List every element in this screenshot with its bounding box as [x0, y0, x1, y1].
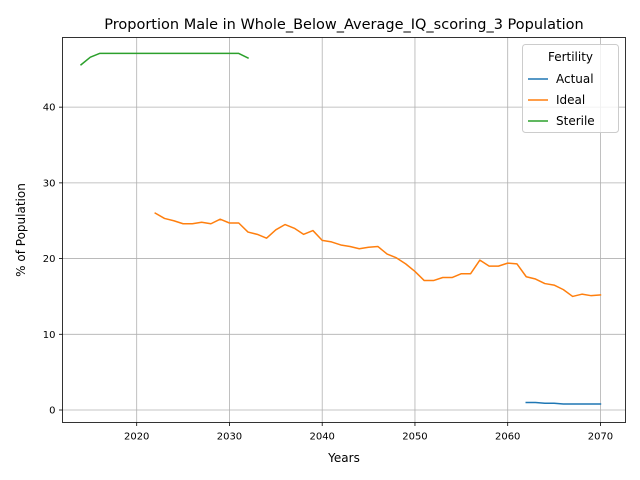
legend-label-actual: Actual: [556, 72, 594, 86]
series-line-sterile: [79, 52, 250, 66]
x-tick-label: 2020: [124, 432, 149, 443]
x-tick-label: 2040: [309, 432, 334, 443]
x-tick-label: 2050: [402, 432, 427, 443]
series-line-actual: [525, 401, 602, 405]
chart-title: Proportion Male in Whole_Below_Average_I…: [104, 17, 583, 33]
y-tick-label: 30: [43, 178, 56, 189]
legend: Fertility Actual Ideal Sterile: [522, 44, 619, 133]
legend-title: Fertility: [548, 50, 593, 64]
x-tick-label: 2030: [217, 432, 242, 443]
series-lines: [79, 52, 602, 405]
x-tick-label: 2070: [588, 432, 613, 443]
y-axis-label: % of Population: [14, 183, 28, 277]
x-axis-label: Years: [327, 451, 360, 465]
y-tick-label: 10: [43, 330, 56, 341]
x-tick-label: 2060: [495, 432, 520, 443]
legend-label-sterile: Sterile: [556, 114, 595, 128]
plot-frame: [62, 37, 626, 423]
legend-label-ideal: Ideal: [556, 93, 585, 107]
y-tick-label: 40: [43, 103, 56, 114]
series-line-ideal: [154, 212, 602, 298]
y-tick-label: 20: [43, 254, 56, 265]
legend-box: [522, 44, 619, 133]
y-tick-label: 0: [49, 406, 55, 417]
